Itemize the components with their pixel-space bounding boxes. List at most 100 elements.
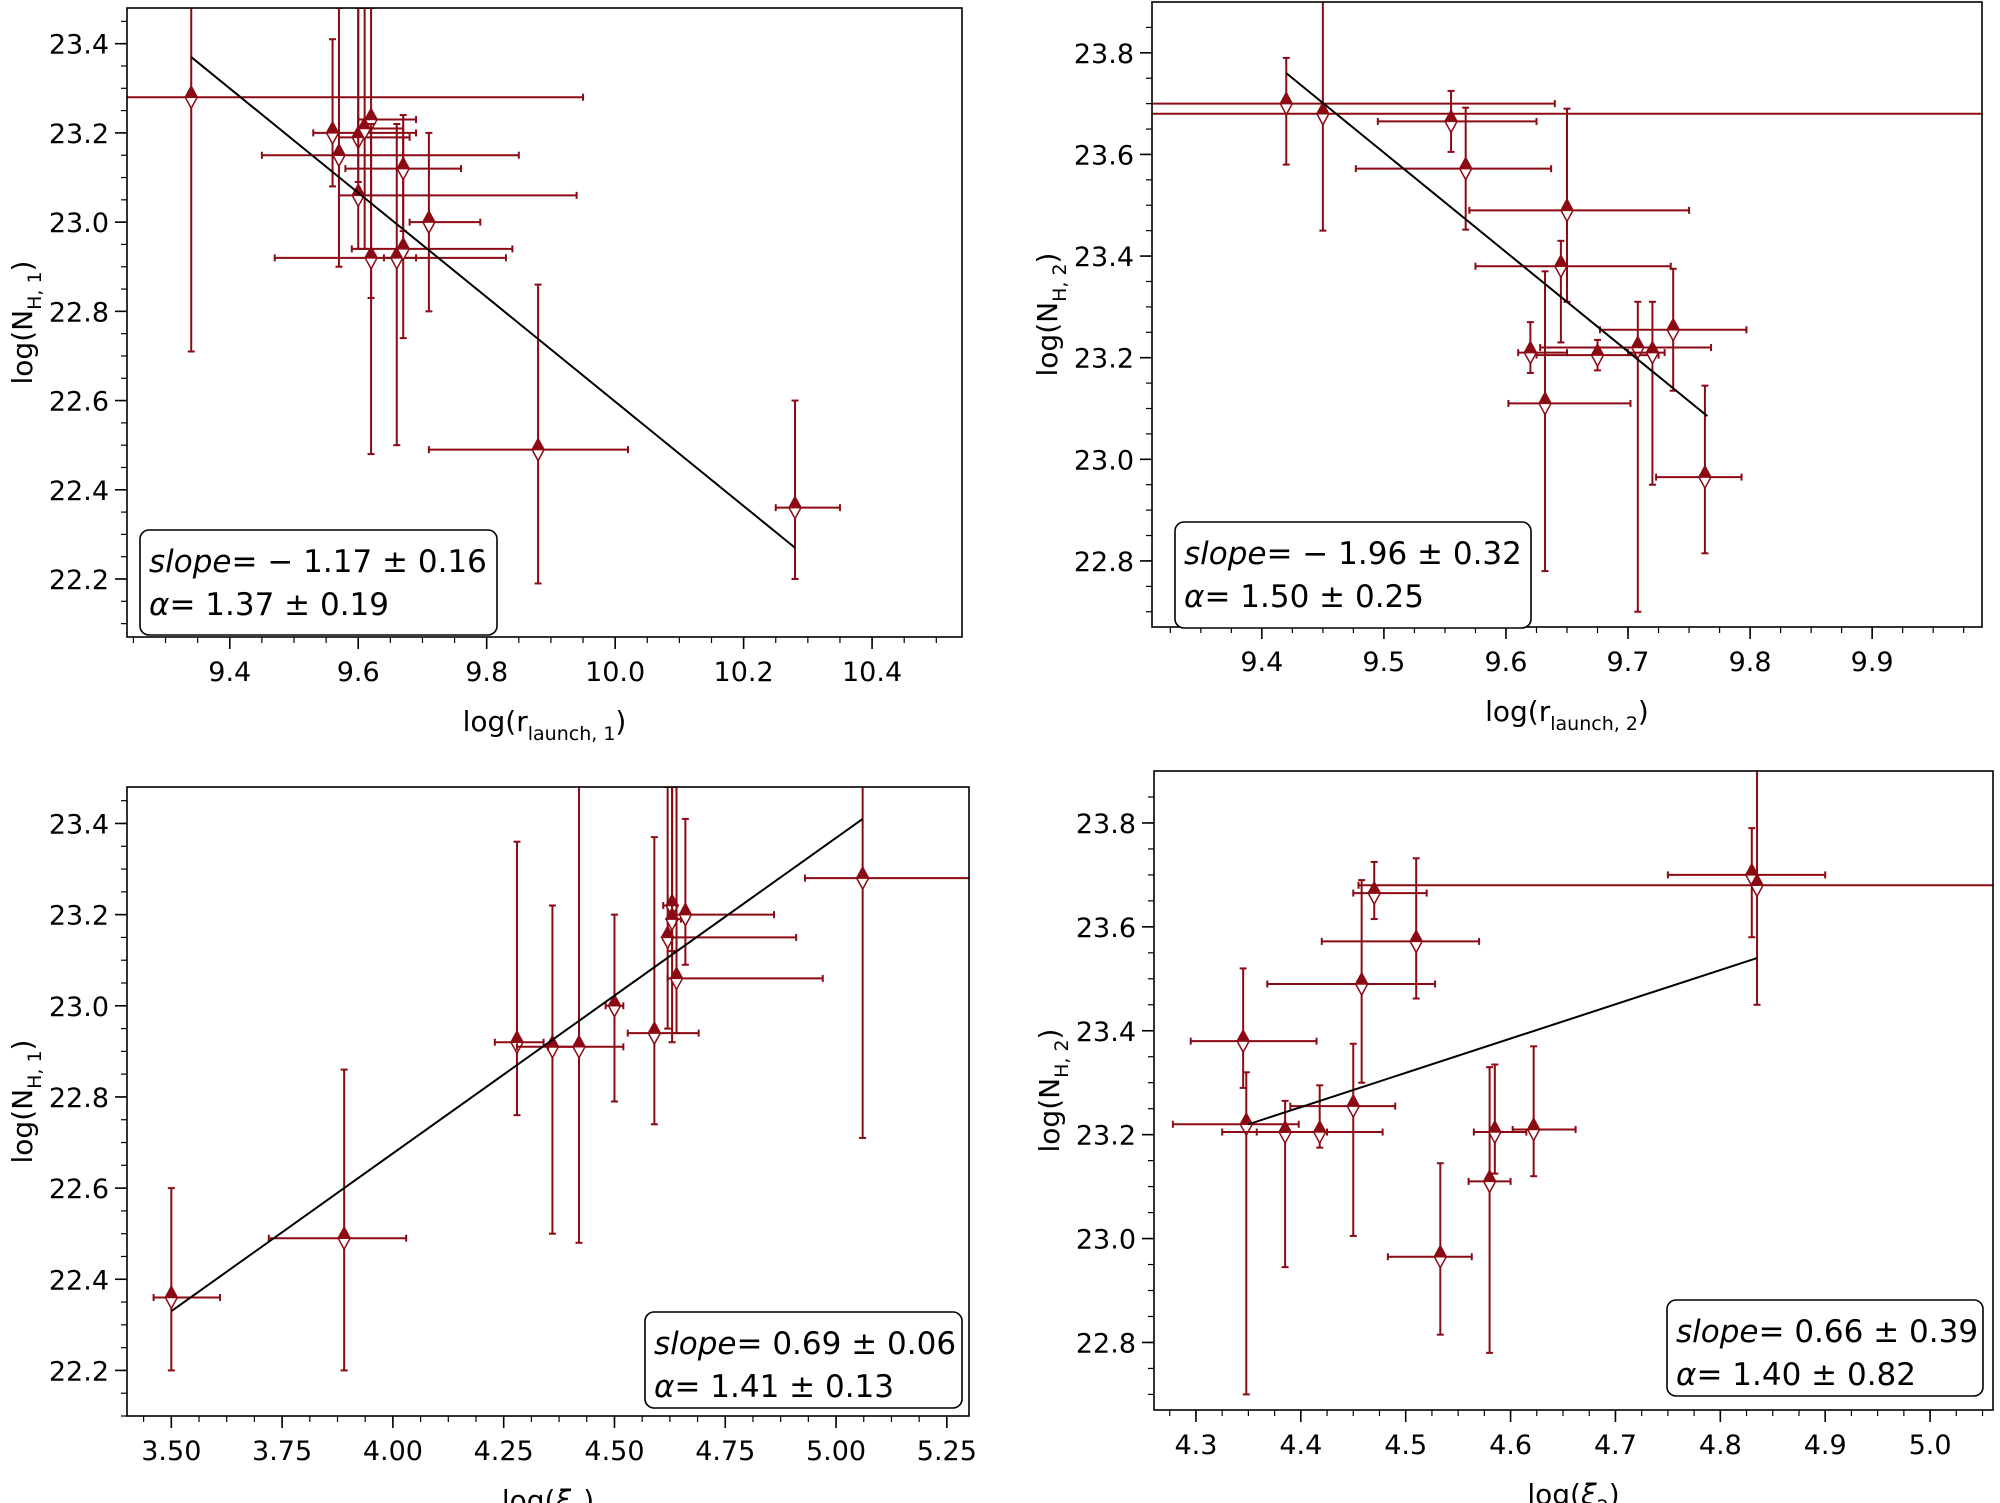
diamond-marker-top [331,142,347,156]
diamond-marker-bottom [1433,1255,1448,1270]
y-tick-label: 23.2 [1074,344,1134,375]
x-axis-label-close: ) [583,1484,594,1503]
diamond-marker-top [571,1034,587,1048]
y-tick-label: 23.6 [1076,913,1136,944]
data-point [671,817,776,966]
y-tick-label: 23.0 [49,992,109,1023]
diamond-marker-top [1366,880,1382,894]
x-tick-label: 4.8 [1699,1430,1742,1461]
diamond-marker-top [678,902,693,916]
alpha-label: α [654,1369,674,1405]
diamond-marker-bottom [1366,892,1382,906]
diamond-marker-bottom [1345,1105,1361,1119]
y-tick-label: 23.0 [1076,1225,1136,1256]
chart-panel-top-right: 9.4 9.5 9.6 9.7 9.8 9.9 22.8 23.0 23.2 23.4 23.6 23… [1031,1,1983,735]
slope-label: slope [1676,1314,1758,1350]
data-point [666,787,824,1035]
x-axis: 9.4 9.6 9.8 10.0 10.2 10.4 [132,637,937,688]
diamond-marker-top [1537,390,1553,405]
slope-text: slope= 0.69 ± 0.06 [654,1326,956,1362]
data-point [515,904,576,1235]
y-axis: 22.2 22.4 22.6 22.8 23.0 23.2 23.4 [49,800,127,1417]
plot-area [152,787,969,1372]
x-tick-label: 3.50 [141,1436,201,1467]
diamond-marker-top [1312,1119,1327,1133]
diamond-marker-bottom [647,1032,662,1046]
diamond-marker-bottom [1239,1123,1254,1137]
y-tick-label: 23.2 [1076,1121,1136,1152]
x-tick-label: 4.9 [1804,1430,1847,1461]
chart-panel-bottom-right: 4.3 4.4 4.5 4.6 4.7 4.8 4.9 5.0 22.8 23.0 23.2 23.4… [1033,770,1994,1503]
x-axis: 9.4 9.5 9.6 9.7 9.8 9.9 [1169,627,1965,678]
y-tick-label: 23.8 [1076,809,1136,840]
data-point [1467,1066,1512,1354]
data-point [1511,1045,1577,1178]
x-tick-label: 9.5 [1362,647,1405,678]
diamond-marker-bottom [571,1046,587,1060]
diamond-marker-bottom [607,1005,622,1019]
diamond-marker-bottom [363,257,379,271]
diamond-marker-bottom [1526,1128,1541,1143]
diamond-marker-top [855,865,870,879]
x-tick-label: 10.0 [585,657,645,688]
x-tick-label: 5.0 [1909,1430,1952,1461]
y-axis-label-close: ) [1031,253,1064,264]
diamond-marker-top [395,156,411,170]
diamond-marker-top [1590,342,1605,356]
x-axis-label: log(ξ1) [502,1484,594,1503]
alpha-text: α= 1.40 ± 0.82 [1676,1357,1916,1393]
x-tick-label: 4.5 [1384,1430,1427,1461]
data-point [1266,879,1437,1084]
diamond-marker-top [1665,317,1681,331]
y-tick-label: 23.2 [49,119,109,150]
axes-frame [1151,1,1983,628]
y-axis-label: log(NH, 2) [1033,1029,1073,1153]
diamond-marker-bottom [1749,884,1765,898]
annotation-box [644,1311,963,1409]
y-tick-label: 23.2 [49,901,109,932]
axes-frame [126,786,970,1417]
diamond-marker-top [1235,1028,1251,1042]
diamond-marker-bottom [1235,1040,1251,1054]
y-tick-label: 22.8 [49,297,109,328]
data-point [626,836,700,1126]
diamond-marker-bottom [1482,1180,1497,1194]
x-axis-label-sub: launch, 2 [1550,713,1638,735]
x-tick-label: 10.2 [714,657,774,688]
diamond-marker-top [1345,1093,1361,1107]
data-point [1474,239,1672,344]
x-axis-label-close: ) [1609,1478,1620,1503]
diamond-marker-top [1278,91,1294,105]
x-tick-label: 4.4 [1279,1430,1322,1461]
plot-area [1171,771,1993,1396]
data-point [1666,827,1827,939]
x-tick-label: 4.6 [1489,1430,1532,1461]
y-tick-label: 22.8 [1074,547,1134,578]
diamond-marker-top [1553,253,1569,267]
y-axis-label-sub: H, 1 [24,271,46,309]
slope-value: = − 1.17 ± 0.16 [231,544,486,580]
diamond-marker-bottom [1458,167,1473,182]
y-tick-label: 22.6 [49,387,109,418]
diamond-marker-top [395,236,411,250]
chart-panel-top-left: 9.4 9.6 9.8 10.0 10.2 10.4 22.2 22.4 22.6 22.8 23.… [6,7,963,745]
y-axis-label-sub: H, 2 [1051,1039,1073,1077]
diamond-marker-bottom [669,977,684,992]
diamond-marker-top [1408,928,1424,943]
data-point [547,787,625,1244]
y-axis: 22.8 23.0 23.2 23.4 23.6 23.8 [1076,796,1154,1396]
data-point [1189,967,1318,1089]
fit-line [190,56,796,549]
diamond-marker-top [1523,340,1538,354]
alpha-label: α [149,587,169,623]
alpha-text: α= 1.50 ± 0.25 [1184,579,1424,615]
x-axis-label: log(rlaunch, 1) [463,705,627,745]
diamond-marker-bottom [1697,476,1713,490]
slope-label: slope [1184,536,1266,572]
y-tick-label: 22.4 [49,476,109,507]
y-tick-label: 23.0 [1074,445,1134,476]
fit-annotation: slope= − 1.96 ± 0.32 α= 1.50 ± 0.25 [1174,521,1532,629]
diamond-marker-bottom [1553,265,1569,279]
diamond-marker-top [1482,1168,1497,1183]
data-point [312,38,418,188]
